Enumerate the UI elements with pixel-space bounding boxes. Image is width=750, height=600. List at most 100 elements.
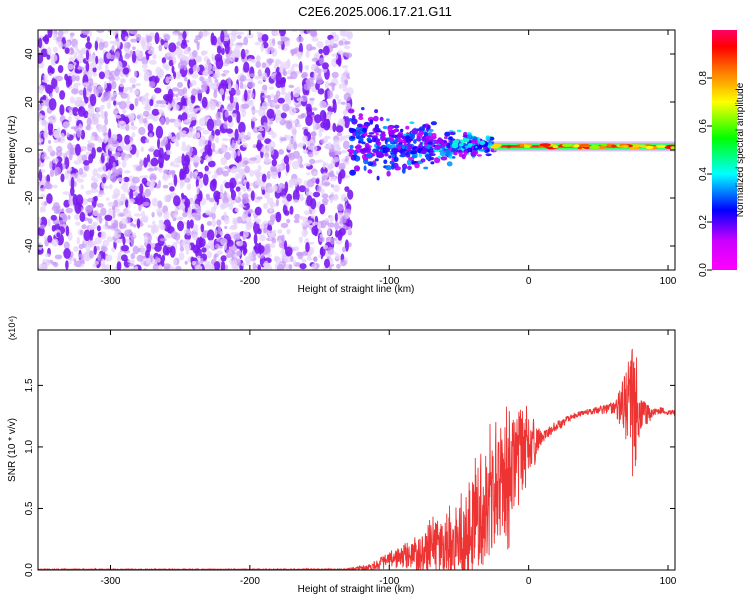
spectrogram-noise-cell	[124, 52, 131, 60]
spectrogram-noise-cell	[338, 40, 344, 46]
spectrogram-noise-cell	[135, 83, 142, 87]
spectrogram-noise-cell	[43, 34, 50, 45]
spectrogram-noise-cell	[252, 144, 258, 149]
spectrogram-noise-cell	[107, 225, 115, 229]
spectrogram-noise-cell	[187, 151, 193, 157]
spectrogram-noise-cell	[311, 107, 318, 111]
spectrogram-noise-cell	[312, 256, 318, 262]
spectrogram-noise-cell	[284, 181, 289, 193]
spectrogram-noise-cell	[192, 154, 200, 163]
spectrogram-noise-cell	[177, 35, 183, 42]
spectrogram-noise-cell	[342, 140, 350, 150]
spectrogram-carrier-cell	[552, 145, 559, 149]
spectrogram-noise-cell	[255, 142, 264, 150]
spectrogram-noise-cell	[211, 142, 216, 151]
spectrogram-transition-cell	[385, 165, 392, 171]
spectrogram-noise-cell	[66, 132, 70, 138]
spectrogram-noise-cell	[65, 260, 69, 270]
spectrogram-noise-cell	[214, 129, 221, 136]
spectrogram-noise-cell	[251, 93, 255, 99]
spectrogram-noise-cell	[121, 155, 125, 161]
spectrogram-noise-cell	[339, 169, 346, 179]
spectrogram-noise-cell	[212, 35, 217, 46]
spectrogram-noise-cell	[106, 197, 110, 201]
spectrogram-noise-cell	[132, 245, 140, 255]
spectrogram-noise-cell	[319, 203, 326, 215]
spectrogram-noise-cell	[181, 153, 186, 166]
spectrogram-noise-cell	[96, 30, 105, 33]
spectrogram-noise-cell	[214, 70, 221, 79]
spectrogram-noise-cell	[116, 177, 125, 182]
spectrogram-noise-cell	[239, 75, 247, 82]
spectrogram-noise-cell	[216, 219, 222, 226]
spectrogram-noise-cell	[54, 254, 63, 260]
spectrogram-noise-cell	[323, 181, 331, 186]
spectrogram-noise-cell	[107, 83, 112, 92]
spectrogram-noise-cell	[223, 121, 228, 129]
spectrogram-transition-cell	[366, 137, 372, 142]
spectrogram-noise-cell	[40, 115, 48, 119]
spectrogram-noise-cell	[320, 188, 325, 195]
spectrogram-noise-cell	[276, 163, 283, 173]
spectrogram-noise-cell	[208, 239, 215, 247]
spectrogram-transition-cell	[366, 152, 373, 159]
spectrogram-transition-cell	[409, 121, 415, 124]
spectrogram-noise-cell	[147, 123, 154, 133]
spectrogram-noise-cell	[148, 81, 156, 88]
spectrogram-transition-cell	[362, 127, 368, 133]
spectrogram-transition-cell	[408, 157, 415, 161]
spectrogram-noise-cell	[74, 213, 80, 221]
spectrogram-noise-cell	[171, 136, 178, 143]
spectrogram-noise-cell	[47, 218, 51, 227]
spectrogram-noise-cell	[40, 120, 48, 127]
spectrogram-noise-cell	[83, 166, 88, 171]
colorbar-tick-label: 0.6	[698, 119, 709, 133]
spectrogram-noise-cell	[211, 219, 216, 228]
spectrogram-noise-cell	[115, 107, 119, 112]
spectrogram-noise-cell	[134, 265, 139, 270]
spectrogram-transition-cell	[389, 137, 394, 141]
spectrogram-transition-cell	[453, 151, 458, 156]
spectrogram-transition-cell	[384, 147, 391, 153]
spectrogram-noise-cell	[322, 161, 326, 170]
spectrogram-noise-cell	[175, 141, 179, 147]
spectrogram-noise-cell	[315, 178, 320, 185]
spectrogram-noise-cell	[210, 206, 216, 214]
spectrogram-noise-cell	[168, 265, 176, 270]
spectrogram-noise-cell	[211, 212, 216, 220]
spectrogram-noise-cell	[82, 252, 90, 258]
spectrogram-noise-cell	[38, 216, 42, 225]
spectrogram-noise-cell	[324, 258, 330, 269]
spectrogram-noise-cell	[75, 75, 80, 82]
spectrogram-noise-cell	[194, 264, 203, 270]
spectrogram-noise-cell	[75, 96, 83, 102]
spectrogram-noise-cell	[85, 244, 90, 252]
spectrogram-noise-cell	[243, 179, 247, 186]
spectrogram-noise-cell	[239, 131, 246, 139]
spectrogram-noise-cell	[237, 191, 242, 197]
spectrogram-noise-cell	[144, 188, 151, 197]
spectrogram-noise-cell	[286, 228, 291, 235]
spectrogram-noise-cell	[73, 160, 81, 165]
spectrogram-noise-cell	[273, 94, 279, 104]
spectrogram-noise-cell	[96, 146, 103, 153]
spectrogram-transition-cell	[358, 113, 363, 118]
spectrogram-transition-cell	[443, 140, 448, 144]
spectrogram-noise-cell	[160, 139, 166, 147]
spectrogram-transition-cell	[347, 108, 355, 114]
spectrogram-noise-cell	[176, 41, 181, 46]
spectrogram-noise-cell	[102, 239, 110, 247]
spectrogram-noise-cell	[108, 54, 116, 60]
spectrogram-noise-cell	[232, 217, 238, 225]
spectrogram-noise-cell	[216, 45, 222, 55]
spectrogram-noise-cell	[229, 54, 236, 62]
spectrogram-noise-cell	[306, 172, 311, 176]
spectrogram-noise-cell	[270, 146, 275, 156]
spectrogram-transition-cell	[405, 153, 411, 158]
spectrogram-noise-cell	[79, 229, 84, 235]
spectrogram-noise-cell	[157, 200, 163, 209]
spectrogram-noise-cell	[319, 233, 324, 238]
spectrogram-noise-cell	[229, 177, 237, 189]
spectrogram-noise-cell	[171, 65, 175, 74]
spectrogram-noise-cell	[293, 219, 300, 224]
